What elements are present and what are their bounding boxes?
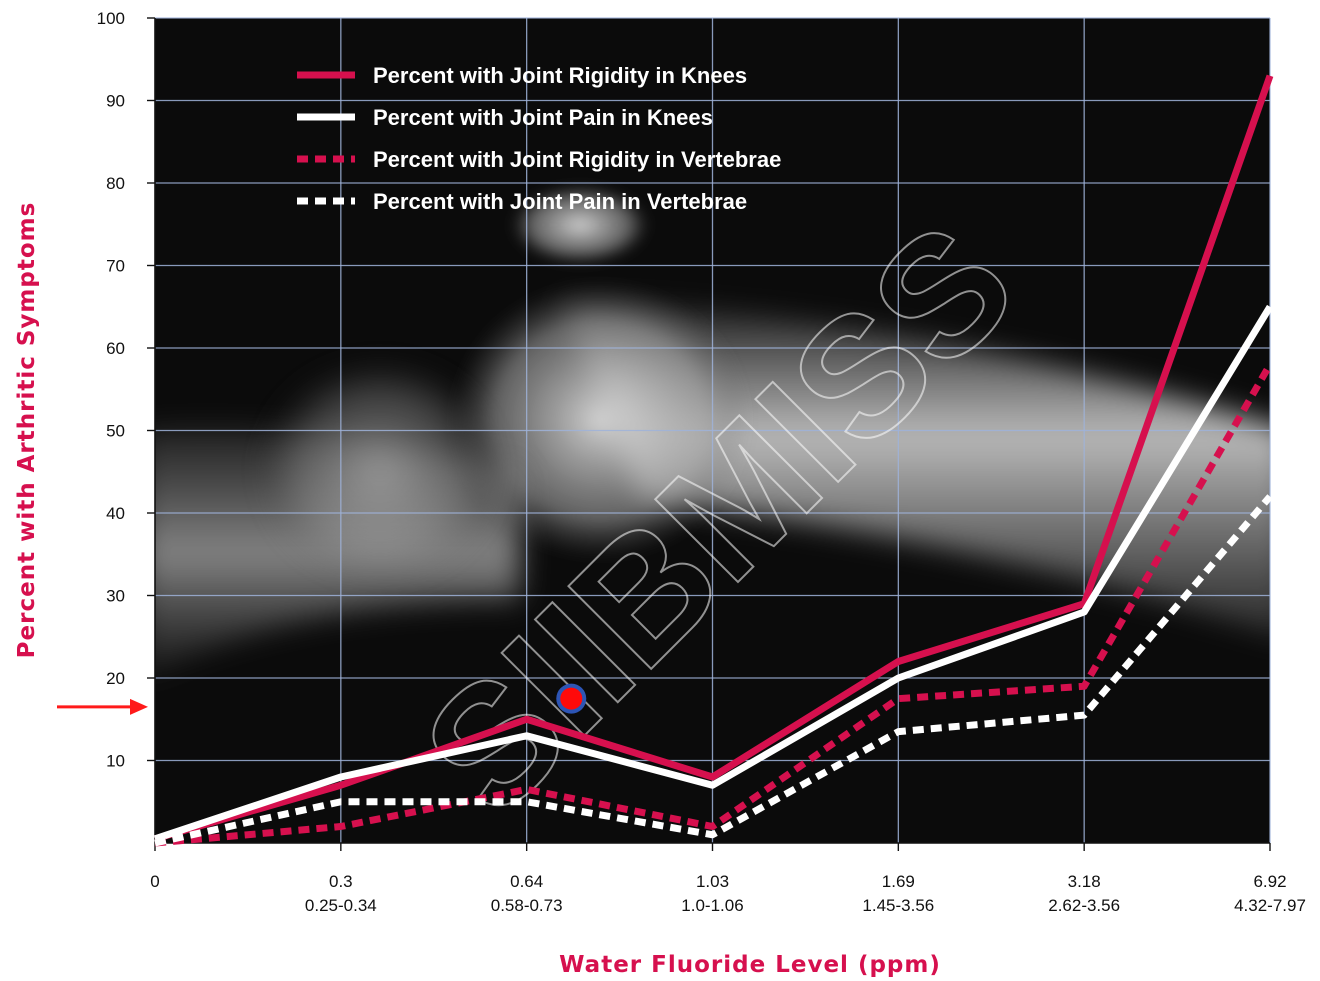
annotations [57, 683, 587, 715]
y-tick-label: 70 [106, 257, 125, 276]
x-tick-label: 1.69 [882, 872, 915, 891]
highlight-marker [560, 687, 583, 710]
x-tick-range-label: 2.62-3.56 [1048, 896, 1120, 915]
y-axis-title: Percent with Arthritic Symptoms [14, 202, 40, 659]
x-tick-range-label: 0.25-0.34 [305, 896, 377, 915]
y-tick-label: 40 [106, 504, 125, 523]
y-tick-label: 30 [106, 587, 125, 606]
x-tick-label: 1.03 [696, 872, 729, 891]
x-tick-label: 6.92 [1253, 872, 1286, 891]
x-tick-label: 0.3 [329, 872, 353, 891]
x-tick-label: 0.64 [510, 872, 543, 891]
axes: 10 20 30 40 50 60 70 80 90 100 0 0.3 0.25-0.34 0.64 0.… [97, 9, 1306, 915]
x-tick-range-label: 0.58-0.73 [491, 896, 563, 915]
x-tick-range-label: 1.45-3.56 [862, 896, 934, 915]
pointer-arrow-head [130, 698, 148, 715]
legend-label: Percent with Joint Pain in Vertebrae [373, 189, 747, 214]
y-tick-label: 50 [106, 422, 125, 441]
x-tick-range-label: 1.0-1.06 [681, 896, 743, 915]
x-tick-label: 0 [150, 872, 159, 891]
x-axis-title: Water Fluoride Level (ppm) [559, 952, 941, 978]
legend-label: Percent with Joint Pain in Knees [373, 105, 713, 130]
y-tick-label: 10 [106, 752, 125, 771]
y-tick-label: 20 [106, 669, 125, 688]
legend-label: Percent with Joint Rigidity in Knees [373, 63, 747, 88]
legend: Percent with Joint Rigidity in Knees Perc… [297, 63, 781, 214]
x-tick-label: 3.18 [1068, 872, 1101, 891]
y-tick-label: 90 [106, 92, 125, 111]
series-lines [153, 74, 1274, 847]
legend-label: Percent with Joint Rigidity in Vertebrae [373, 147, 781, 172]
x-tick-range-label: 4.32-7.97 [1234, 896, 1306, 915]
y-tick-label: 60 [106, 339, 125, 358]
y-tick-label: 100 [97, 9, 125, 28]
y-tick-label: 80 [106, 174, 125, 193]
